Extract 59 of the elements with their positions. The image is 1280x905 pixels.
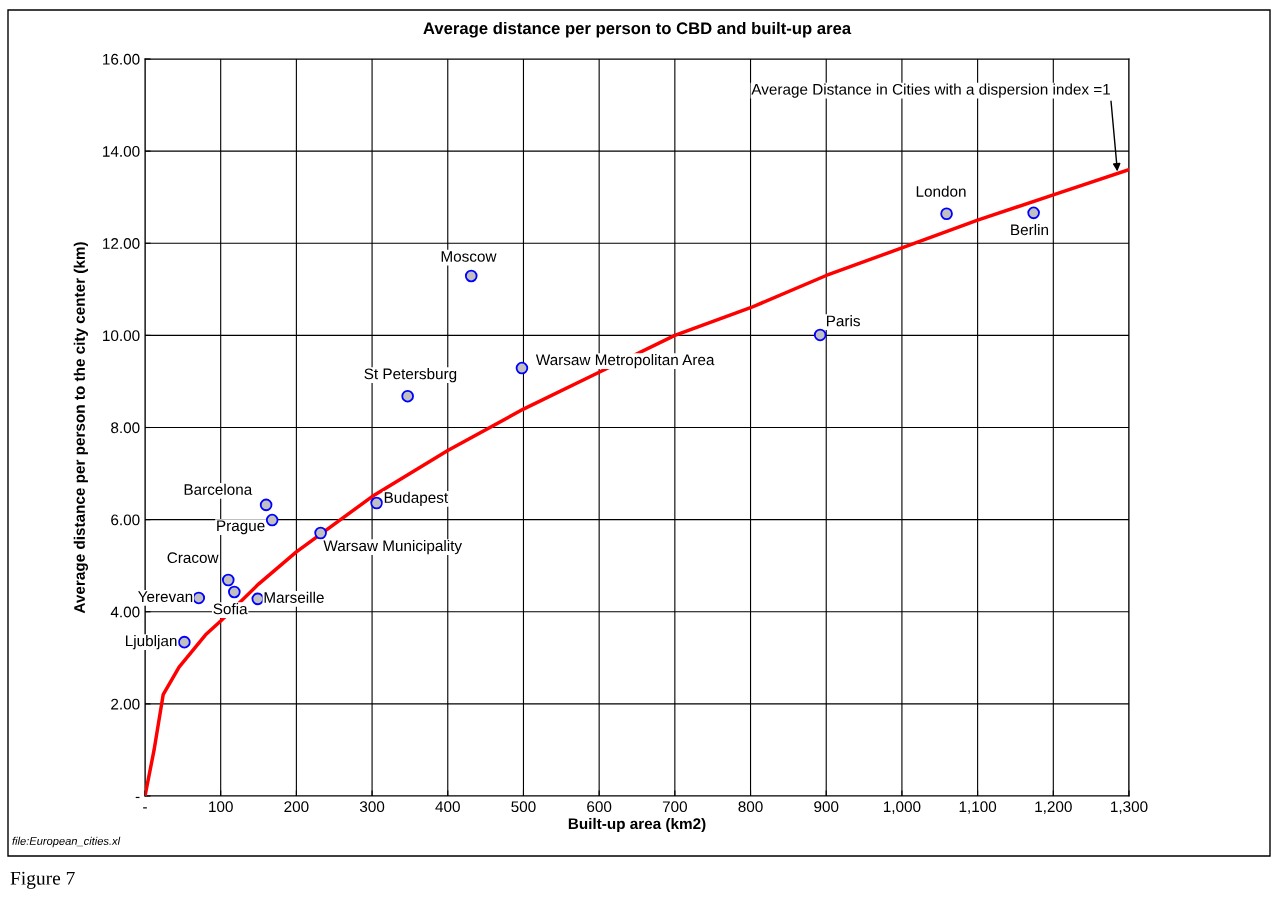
- y-tick-label: 16.00: [103, 53, 140, 65]
- point: [813, 328, 827, 342]
- point: [251, 592, 265, 606]
- x-tick-label: 400: [435, 801, 460, 813]
- x-axis-title: Built-up area (km2): [568, 817, 706, 833]
- x-tick-label: 800: [738, 801, 763, 813]
- annotation: Warsaw Municipality: [323, 539, 463, 555]
- y-tick-label: 12.00: [103, 238, 140, 249]
- annotation: St Petersburg: [364, 368, 457, 383]
- annotation: Average Distance in Cities with a dispersion index =1: [751, 83, 1110, 98]
- x-tick-label: 700: [662, 801, 687, 813]
- annotation: Berlin: [1011, 223, 1048, 236]
- annotation: Prague: [217, 520, 265, 535]
- point: [192, 591, 206, 605]
- annotation: Moscow: [441, 251, 497, 262]
- x-tick-label: 500: [511, 801, 536, 813]
- point: [401, 389, 414, 403]
- annotation: Barcelona: [184, 483, 253, 495]
- y-tick-label: 2.00: [111, 698, 140, 710]
- annotation: Budapest: [384, 491, 449, 506]
- point: [314, 526, 327, 540]
- x-tick-label: 1,100: [959, 801, 997, 814]
- chart-title: Average distance per person to CBD and built-up area: [423, 21, 852, 38]
- x-tick-label: 600: [587, 801, 612, 813]
- y-tick-label: 8.00: [111, 422, 140, 434]
- x-tick-label: 900: [814, 801, 839, 813]
- caption: Figure 7: [10, 871, 75, 889]
- y-tick-label: 14.00: [103, 145, 140, 157]
- y-tick-label: 4.00: [110, 606, 140, 618]
- x-tick-label: -: [143, 807, 147, 809]
- text: file:European_cities.xl: [12, 836, 121, 848]
- annotation: Marseille: [264, 591, 324, 603]
- annotation: Paris: [826, 315, 860, 327]
- point: [259, 498, 273, 512]
- point: [370, 496, 383, 510]
- annotation: Yerevan: [138, 591, 193, 603]
- annotation: Ljubljan: [126, 635, 177, 650]
- annotation: Sofia: [213, 603, 248, 615]
- point: [221, 573, 235, 587]
- point: [1027, 206, 1040, 220]
- x-tick-label: 300: [359, 801, 385, 813]
- annotation: Cracow: [167, 552, 219, 564]
- point: [228, 585, 241, 599]
- x-tick-label: 1,000: [883, 801, 921, 814]
- y-tick-label: 6.00: [111, 514, 140, 526]
- x-tick-label: 200: [284, 801, 309, 813]
- x-tick-label: 1,300: [1111, 801, 1148, 814]
- x-tick-label: 1,200: [1035, 801, 1072, 814]
- point: [464, 269, 478, 283]
- point: [940, 207, 953, 221]
- annotation: Warsaw Metropolitan Area: [535, 354, 715, 369]
- y-tick-label: -: [135, 796, 140, 799]
- point: [178, 635, 191, 649]
- point: [515, 361, 529, 375]
- annotation: London: [916, 185, 966, 197]
- point: [265, 513, 279, 527]
- x-tick-label: 100: [209, 801, 233, 813]
- y-axis-title: Average distance per person to the city center (km): [73, 242, 89, 614]
- y-tick-label: 10.00: [103, 330, 140, 342]
